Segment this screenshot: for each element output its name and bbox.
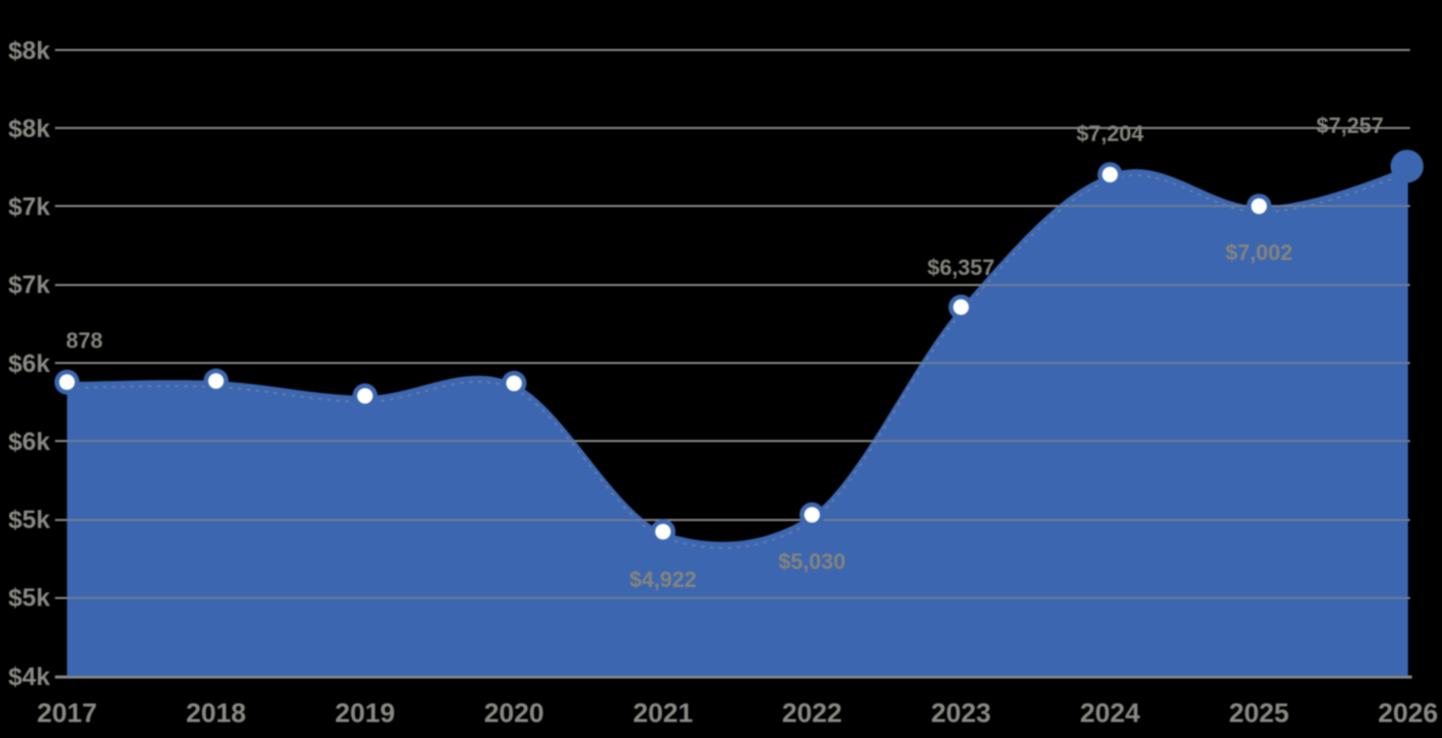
svg-text:$7,257: $7,257 (1316, 113, 1383, 138)
svg-text:$6k: $6k (8, 350, 50, 378)
svg-text:2026: 2026 (1378, 698, 1438, 728)
svg-text:$6,357: $6,357 (927, 255, 994, 280)
svg-text:2019: 2019 (335, 698, 395, 728)
svg-text:$6k: $6k (8, 428, 50, 456)
svg-text:2018: 2018 (186, 698, 246, 728)
svg-text:2022: 2022 (782, 698, 842, 728)
svg-text:2017: 2017 (37, 698, 97, 728)
svg-text:$7k: $7k (8, 193, 50, 221)
svg-text:2021: 2021 (633, 698, 693, 728)
svg-text:$4k: $4k (8, 663, 50, 691)
svg-text:2023: 2023 (931, 698, 991, 728)
svg-text:2025: 2025 (1229, 698, 1289, 728)
svg-text:2020: 2020 (484, 698, 544, 728)
svg-text:$5k: $5k (8, 506, 50, 534)
svg-text:$4,922: $4,922 (629, 567, 696, 592)
svg-text:2024: 2024 (1080, 698, 1140, 728)
svg-text:$7,204: $7,204 (1076, 121, 1144, 146)
svg-text:$7,002: $7,002 (1225, 240, 1292, 265)
svg-text:$7k: $7k (8, 271, 50, 299)
svg-text:$5k: $5k (8, 584, 50, 612)
svg-text:878: 878 (66, 328, 103, 353)
svg-text:$8k: $8k (8, 37, 50, 65)
svg-text:$8k: $8k (8, 115, 50, 143)
svg-text:$5,030: $5,030 (778, 549, 845, 574)
